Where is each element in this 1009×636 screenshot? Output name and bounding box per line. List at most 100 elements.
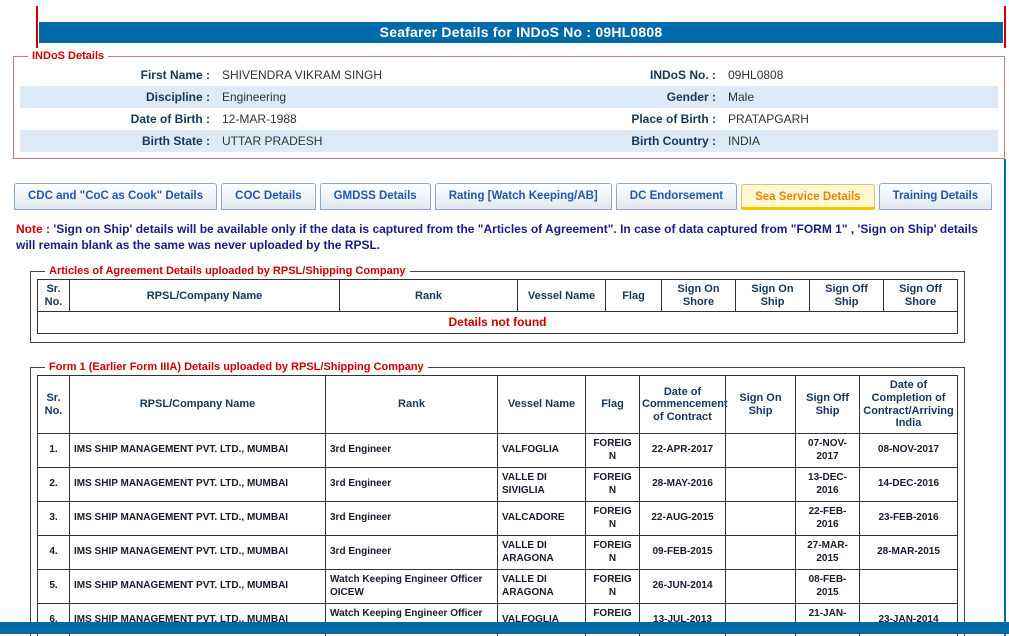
indos-details-rows: First Name : SHIVENDRA VIKRAM SINGH INDo… [20,64,998,152]
note: Note : 'Sign on Ship' details will be av… [16,222,990,253]
cell-company: IMS SHIP MANAGEMENT PVT. LTD., MUMBAI [70,468,326,502]
field-label: Birth Country : [516,130,722,152]
col-header-vessel: Vessel Name [518,280,606,312]
tab-dc-endorsement[interactable]: DC Endorsement [616,183,737,210]
cell-rank: 3rd Engineer [326,434,498,468]
cell-rank: 3rd Engineer [326,536,498,570]
col-header-sign-on-shore: Sign On Shore [662,280,736,312]
col-header-vessel: Vessel Name [498,376,586,434]
col-header-sr-no: Sr. No. [38,376,70,434]
field-value: PRATAPGARH [722,108,998,130]
cell-sign-on-ship [726,536,796,570]
cell-sr-no: 5. [38,570,70,604]
indos-detail-row: Discipline : Engineering Gender : Male [20,86,998,108]
field-label: Discipline : [20,86,216,108]
cell-company: IMS SHIP MANAGEMENT PVT. LTD., MUMBAI [70,434,326,468]
cell-vessel: VALFOGLIA [498,434,586,468]
form1-table-row: 4. IMS SHIP MANAGEMENT PVT. LTD., MUMBAI… [38,536,958,570]
articles-table: Sr. No. RPSL/Company Name Rank Vessel Na… [37,279,958,334]
field-value: 09HL0808 [722,64,998,86]
col-header-rank: Rank [340,280,518,312]
form1-table: Sr. No. RPSL/Company Name Rank Vessel Na… [37,375,958,636]
col-header-completion-date: Date of Completion of Contract/Arriving … [860,376,958,434]
tab-training-details[interactable]: Training Details [879,183,993,210]
cell-sign-on-ship [726,570,796,604]
cell-commencement-date: 09-FEB-2015 [640,536,726,570]
col-header-sign-off-ship: Sign Off Ship [796,376,860,434]
cell-sr-no: 1. [38,434,70,468]
articles-legend: Articles of Agreement Details uploaded b… [45,265,410,277]
field-label: Birth State : [20,130,216,152]
articles-of-agreement-section: Articles of Agreement Details uploaded b… [30,265,965,343]
form1-legend: Form 1 (Earlier Form IIIA) Details uploa… [45,361,428,373]
field-label: Place of Birth : [516,108,722,130]
cell-sign-on-ship [726,502,796,536]
cell-rank: 3rd Engineer [326,502,498,536]
cell-company: IMS SHIP MANAGEMENT PVT. LTD., MUMBAI [70,502,326,536]
cell-rank: Watch Keeping Engineer Officer OICEW [326,570,498,604]
cell-sr-no: 4. [38,536,70,570]
col-header-company: RPSL/Company Name [70,280,340,312]
articles-header-row: Sr. No. RPSL/Company Name Rank Vessel Na… [38,280,958,312]
col-header-flag: Flag [606,280,662,312]
cell-sign-off-ship: 22-FEB-2016 [796,502,860,536]
field-value: Male [722,86,998,108]
empty-row: Details not found [38,312,958,334]
note-text: 'Sign on Ship' details will be available… [16,222,978,252]
cell-completion-date: 28-MAR-2015 [860,536,958,570]
cell-completion-date: 08-NOV-2017 [860,434,958,468]
field-value: INDIA [722,130,998,152]
form1-table-row: 5. IMS SHIP MANAGEMENT PVT. LTD., MUMBAI… [38,570,958,604]
cell-vessel: VALLE DI SIVIGLIA [498,468,586,502]
col-header-sign-off-ship: Sign Off Ship [810,280,884,312]
tab-sea-service-details[interactable]: Sea Service Details [741,184,875,210]
indos-details-table: First Name : SHIVENDRA VIKRAM SINGH INDo… [20,64,998,152]
cell-sign-off-ship: 27-MAR-2015 [796,536,860,570]
col-header-sign-off-shore: Sign Off Shore [884,280,958,312]
col-header-sign-on-ship: Sign On Ship [736,280,810,312]
cell-company: IMS SHIP MANAGEMENT PVT. LTD., MUMBAI [70,536,326,570]
cell-rank: 3rd Engineer [326,468,498,502]
field-value: 12-MAR-1988 [216,108,516,130]
col-header-flag: Flag [586,376,640,434]
tab-cdc-coc-as-cook-details[interactable]: CDC and "CoC as Cook" Details [14,183,217,210]
cell-completion-date [860,570,958,604]
cell-sign-on-ship [726,468,796,502]
header-frame: Seafarer Details for INDoS No : 09HL0808 [36,6,1006,48]
col-header-sign-on-ship: Sign On Ship [726,376,796,434]
cell-commencement-date: 22-APR-2017 [640,434,726,468]
indos-details-section: INDoS Details First Name : SHIVENDRA VIK… [13,50,1005,159]
col-header-rank: Rank [326,376,498,434]
field-label: Gender : [516,86,722,108]
form1-table-body: 1. IMS SHIP MANAGEMENT PVT. LTD., MUMBAI… [38,434,958,636]
cell-sign-off-ship: 07-NOV-2017 [796,434,860,468]
cell-commencement-date: 26-JUN-2014 [640,570,726,604]
form1-header-row: Sr. No. RPSL/Company Name Rank Vessel Na… [38,376,958,434]
cell-sr-no: 2. [38,468,70,502]
cell-completion-date: 14-DEC-2016 [860,468,958,502]
tab-coc-details[interactable]: COC Details [221,183,315,210]
col-header-company: RPSL/Company Name [70,376,326,434]
cell-vessel: VALCADORE [498,502,586,536]
field-label: First Name : [20,64,216,86]
footer-bar [0,622,1009,634]
form1-section: Form 1 (Earlier Form IIIA) Details uploa… [30,361,965,636]
cell-flag: FOREIGN [586,468,640,502]
form1-table-row: 2. IMS SHIP MANAGEMENT PVT. LTD., MUMBAI… [38,468,958,502]
cell-sr-no: 3. [38,502,70,536]
cell-flag: FOREIGN [586,502,640,536]
cell-vessel: VALLE DI ARAGONA [498,570,586,604]
details-not-found-message: Details not found [38,312,958,334]
cell-flag: FOREIGN [586,570,640,604]
tab-gmdss-details[interactable]: GMDSS Details [320,183,431,210]
tab-rating-watch-keeping-ab[interactable]: Rating [Watch Keeping/AB] [435,183,612,210]
page-title: Seafarer Details for INDoS No : 09HL0808 [39,22,1003,43]
note-prefix: Note : [16,222,50,236]
cell-sign-off-ship: 08-FEB-2015 [796,570,860,604]
field-value: Engineering [216,86,516,108]
form1-table-row: 1. IMS SHIP MANAGEMENT PVT. LTD., MUMBAI… [38,434,958,468]
cell-sign-off-ship: 13-DEC-2016 [796,468,860,502]
cell-flag: FOREIGN [586,536,640,570]
tab-bar: CDC and "CoC as Cook" Details COC Detail… [14,183,992,210]
col-header-sr-no: Sr. No. [38,280,70,312]
